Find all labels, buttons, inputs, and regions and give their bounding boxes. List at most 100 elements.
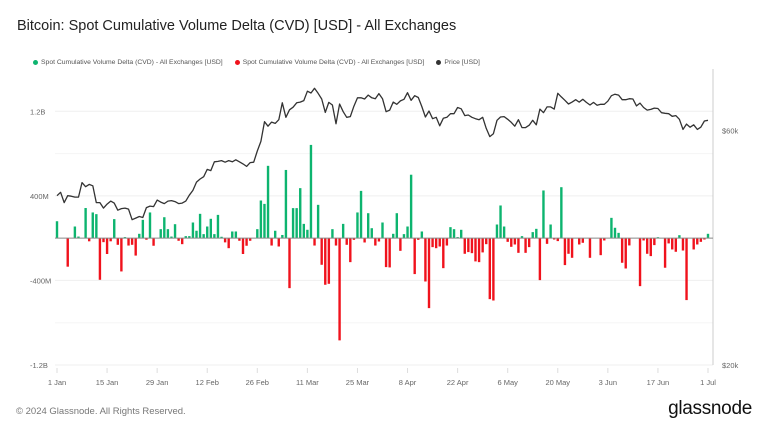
cvd-bar-negative bbox=[270, 238, 273, 246]
cvd-bar-negative bbox=[434, 238, 438, 249]
cvd-bar-negative bbox=[120, 238, 123, 272]
cvd-bar-negative bbox=[145, 238, 148, 240]
cvd-bar-negative bbox=[567, 238, 570, 254]
cvd-bar-positive bbox=[141, 219, 145, 239]
cvd-bar-negative bbox=[245, 238, 248, 246]
x-tick-label: 3 Jun bbox=[599, 378, 617, 387]
cvd-bar-negative bbox=[545, 238, 549, 244]
cvd-bar-positive bbox=[499, 205, 502, 239]
cvd-bar-negative bbox=[241, 238, 245, 254]
cvd-bar-negative bbox=[349, 238, 352, 263]
cvd-bar-positive bbox=[206, 226, 209, 239]
cvd-bar-positive bbox=[188, 236, 191, 239]
cvd-bar-positive bbox=[535, 228, 538, 239]
cvd-bar-positive bbox=[560, 187, 563, 239]
legend-label: Spot Cumulative Volume Delta (CVD) - All… bbox=[242, 59, 425, 66]
cvd-bar-negative bbox=[699, 238, 703, 242]
cvd-bar-positive bbox=[291, 208, 295, 239]
cvd-bar-negative bbox=[324, 238, 327, 285]
cvd-bar-positive bbox=[381, 222, 384, 239]
cvd-bar-negative bbox=[438, 238, 441, 247]
cvd-bar-negative bbox=[320, 238, 323, 265]
cvd-bar-negative bbox=[102, 238, 105, 243]
cvd-bar-positive bbox=[202, 234, 205, 239]
cvd-bar-negative bbox=[288, 238, 291, 289]
cvd-bar-negative bbox=[116, 238, 120, 245]
cvd-bar-negative bbox=[87, 238, 91, 242]
cvd-bar-positive bbox=[299, 188, 302, 239]
cvd-bar-positive bbox=[273, 230, 277, 239]
cvd-bar-negative bbox=[223, 238, 227, 243]
cvd-bar-positive bbox=[449, 227, 452, 239]
cvd-bar-positive bbox=[159, 229, 162, 239]
cvd-bar-negative bbox=[477, 238, 481, 263]
cvd-bar-positive bbox=[191, 222, 195, 239]
x-tick-label: 1 Jul bbox=[700, 378, 716, 387]
cvd-bar-negative bbox=[624, 238, 627, 269]
cvd-bar-negative bbox=[442, 238, 445, 269]
y-tick-label-right: $20k bbox=[722, 361, 739, 370]
cvd-bar-negative bbox=[248, 238, 252, 241]
cvd-bar-positive bbox=[234, 231, 238, 239]
cvd-bar-positive bbox=[113, 219, 116, 239]
chart-title: Bitcoin: Spot Cumulative Volume Delta (C… bbox=[17, 18, 457, 34]
cvd-bar-negative bbox=[671, 238, 674, 250]
cvd-bar-negative bbox=[481, 238, 484, 253]
cvd-bar-negative bbox=[130, 238, 134, 245]
cvd-bar-positive bbox=[617, 232, 620, 239]
cvd-bar-positive bbox=[316, 204, 320, 239]
cvd-bar-positive bbox=[452, 229, 456, 239]
legend-item-cvd-negative[interactable]: Spot Cumulative Volume Delta (CVD) - All… bbox=[234, 59, 425, 66]
cvd-bar-positive bbox=[231, 231, 234, 239]
cvd-bar-positive bbox=[613, 227, 617, 239]
cvd-bar-negative bbox=[696, 238, 699, 245]
cvd-bar-negative bbox=[109, 238, 112, 242]
cvd-bar-negative bbox=[667, 238, 670, 244]
cvd-bar-negative bbox=[674, 238, 678, 252]
cvd-bar-negative bbox=[524, 238, 527, 253]
cvd-bar-negative bbox=[663, 238, 667, 268]
cvd-bar-negative bbox=[653, 238, 656, 246]
cvd-bar-negative bbox=[374, 238, 377, 246]
x-tick-label: 1 Jan bbox=[48, 378, 66, 387]
y-tick-label-left: 400M bbox=[30, 192, 49, 201]
cvd-bar-negative bbox=[227, 238, 230, 249]
cvd-bar-negative bbox=[638, 238, 642, 287]
cvd-bar-positive bbox=[213, 234, 216, 239]
cvd-bar-negative bbox=[177, 238, 180, 241]
cvd-bar-negative bbox=[470, 238, 474, 254]
cvd-bar-positive bbox=[123, 237, 127, 239]
cvd-bar-negative bbox=[642, 238, 645, 241]
price-line bbox=[56, 87, 709, 221]
cvd-bar-negative bbox=[703, 238, 706, 240]
cvd-bar-positive bbox=[309, 144, 313, 239]
legend-label: Spot Cumulative Volume Delta (CVD) - All… bbox=[41, 59, 223, 66]
cvd-bar-positive bbox=[302, 223, 306, 239]
cvd-bar-positive bbox=[73, 226, 77, 239]
legend-item-price[interactable]: Price [USD] bbox=[436, 59, 480, 66]
copyright: © 2024 Glassnode. All Rights Reserved. bbox=[16, 406, 186, 417]
x-tick-label: 15 Jan bbox=[96, 378, 119, 387]
cvd-bar-negative bbox=[513, 238, 517, 245]
cvd-bar-negative bbox=[467, 238, 470, 253]
cvd-bar-negative bbox=[345, 238, 348, 245]
cvd-bar-positive bbox=[706, 233, 710, 239]
cvd-bar-negative bbox=[127, 238, 130, 246]
x-tick-label: 25 Mar bbox=[346, 378, 370, 387]
x-tick-label: 17 Jun bbox=[647, 378, 670, 387]
cvd-bar-negative bbox=[277, 238, 280, 247]
cvd-bar-negative bbox=[384, 238, 388, 268]
cvd-bar-negative bbox=[334, 238, 338, 246]
cvd-bar-positive bbox=[366, 213, 370, 239]
cvd-bar-positive bbox=[163, 217, 166, 239]
cvd-bar-negative bbox=[527, 238, 531, 248]
cvd-bar-negative bbox=[628, 238, 631, 246]
cvd-bar-negative bbox=[363, 238, 366, 243]
cvd-bar-positive bbox=[331, 229, 334, 239]
legend-item-cvd-positive[interactable]: Spot Cumulative Volume Delta (CVD) - All… bbox=[33, 59, 223, 66]
cvd-bar-negative bbox=[431, 238, 434, 248]
cvd-bar-positive bbox=[520, 236, 524, 239]
cvd-bar-positive bbox=[406, 226, 409, 239]
cvd-bar-negative bbox=[681, 238, 685, 251]
cvd-bar-negative bbox=[492, 238, 495, 301]
